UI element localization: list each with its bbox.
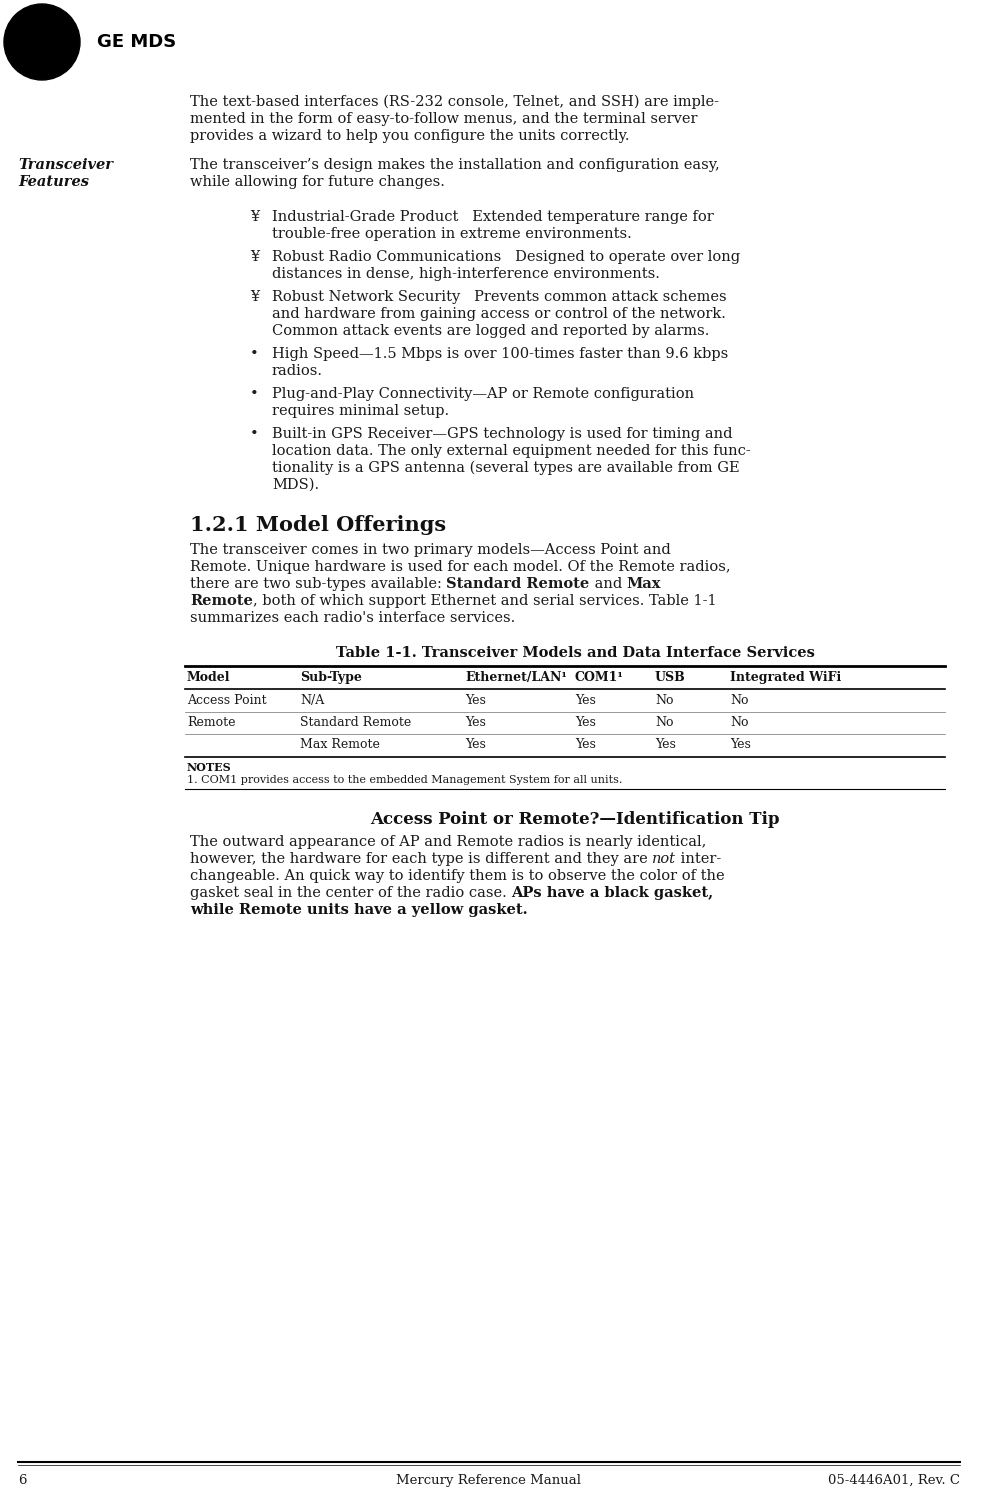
Text: Table 1-1. Transceiver Models and Data Interface Services: Table 1-1. Transceiver Models and Data I… [336,645,814,660]
Text: gasket seal in the center of the radio case.: gasket seal in the center of the radio c… [190,886,512,901]
Text: Sub-Type: Sub-Type [300,671,362,684]
Circle shape [22,23,62,62]
Text: Max: Max [627,576,661,591]
Text: COM1¹: COM1¹ [575,671,624,684]
Text: 05-4446A01, Rev. C: 05-4446A01, Rev. C [828,1474,960,1487]
Text: 6: 6 [18,1474,27,1487]
Text: Yes: Yes [465,716,486,729]
Text: Plug-and-Play Connectivity—AP or Remote configuration: Plug-and-Play Connectivity—AP or Remote … [272,387,694,401]
Text: •: • [250,347,258,362]
Text: Robust Radio Communications   Designed to operate over long: Robust Radio Communications Designed to … [272,251,740,264]
Text: Ethernet/LAN¹: Ethernet/LAN¹ [465,671,567,684]
Text: Yes: Yes [465,738,486,750]
Text: MDS).: MDS). [272,477,319,492]
Text: Max Remote: Max Remote [300,738,380,750]
Text: Remote: Remote [187,716,236,729]
Text: No: No [655,693,674,707]
Text: ¥: ¥ [250,290,259,305]
Text: APs have a black gasket,: APs have a black gasket, [512,886,714,901]
Text: The transceiver’s design makes the installation and configuration easy,: The transceiver’s design makes the insta… [190,158,720,173]
Circle shape [9,9,75,75]
Text: ¥: ¥ [250,210,259,224]
Text: No: No [730,693,748,707]
Text: Yes: Yes [575,716,596,729]
Text: provides a wizard to help you configure the units correctly.: provides a wizard to help you configure … [190,129,629,143]
Text: , both of which support Ethernet and serial services. Table 1-1: , both of which support Ethernet and ser… [253,594,717,608]
Text: mented in the form of easy-to-follow menus, and the terminal server: mented in the form of easy-to-follow men… [190,113,697,126]
Circle shape [28,29,56,56]
Text: not: not [652,853,677,866]
Text: No: No [730,716,748,729]
Text: 1.2.1 Model Offerings: 1.2.1 Model Offerings [190,515,446,534]
Text: Yes: Yes [465,693,486,707]
Text: while Remote units have a yellow gasket.: while Remote units have a yellow gasket. [190,904,527,917]
Text: Remote: Remote [190,594,253,608]
Text: Features: Features [18,176,89,189]
Text: changeable. An quick way to identify them is to observe the color of the: changeable. An quick way to identify the… [190,869,725,883]
Text: No: No [655,716,674,729]
Text: tionality is a GPS antenna (several types are available from GE: tionality is a GPS antenna (several type… [272,461,739,476]
Text: location data. The only external equipment needed for this func-: location data. The only external equipme… [272,444,751,458]
Text: Yes: Yes [575,693,596,707]
Text: Yes: Yes [655,738,676,750]
Text: N/A: N/A [300,693,324,707]
Text: •: • [250,387,258,401]
Circle shape [4,5,80,80]
Text: trouble-free operation in extreme environments.: trouble-free operation in extreme enviro… [272,227,631,242]
Text: Common attack events are logged and reported by alarms.: Common attack events are logged and repo… [272,324,709,338]
Text: 1. COM1 provides access to the embedded Management System for all units.: 1. COM1 provides access to the embedded … [187,775,623,785]
Text: Industrial-Grade Product   Extended temperature range for: Industrial-Grade Product Extended temper… [272,210,714,224]
Text: The outward appearance of AP and Remote radios is nearly identical,: The outward appearance of AP and Remote … [190,835,706,850]
Text: GE MDS: GE MDS [97,33,176,51]
Text: Standard Remote: Standard Remote [447,576,590,591]
Text: Access Point or Remote?—Identification Tip: Access Point or Remote?—Identification T… [370,811,780,829]
Text: Yes: Yes [730,738,751,750]
Circle shape [12,12,72,72]
Text: Remote. Unique hardware is used for each model. Of the Remote radios,: Remote. Unique hardware is used for each… [190,560,731,573]
Text: inter-: inter- [677,853,722,866]
Text: and hardware from gaining access or control of the network.: and hardware from gaining access or cont… [272,308,726,321]
Text: Yes: Yes [575,738,596,750]
Text: Robust Network Security   Prevents common attack schemes: Robust Network Security Prevents common … [272,290,727,305]
Text: The text-based interfaces (RS-232 console, Telnet, and SSH) are imple-: The text-based interfaces (RS-232 consol… [190,95,719,110]
Text: distances in dense, high-interference environments.: distances in dense, high-interference en… [272,267,660,281]
Text: radios.: radios. [272,365,323,378]
Text: ¥: ¥ [250,251,259,264]
Text: while allowing for future changes.: while allowing for future changes. [190,176,445,189]
Text: however, the hardware for each type is different and they are: however, the hardware for each type is d… [190,853,652,866]
Text: NOTES: NOTES [187,763,232,773]
Text: Model: Model [187,671,231,684]
Text: and: and [590,576,627,591]
Text: requires minimal setup.: requires minimal setup. [272,404,449,417]
Text: Standard Remote: Standard Remote [300,716,411,729]
Text: summarizes each radio's interface services.: summarizes each radio's interface servic… [190,611,516,624]
Text: High Speed—1.5 Mbps is over 100-times faster than 9.6 kbps: High Speed—1.5 Mbps is over 100-times fa… [272,347,729,362]
Text: there are two sub-types available:: there are two sub-types available: [190,576,447,591]
Text: GE: GE [27,33,57,51]
Text: USB: USB [655,671,685,684]
Text: Access Point: Access Point [187,693,267,707]
Text: Integrated WiFi: Integrated WiFi [730,671,842,684]
Text: •: • [250,426,258,441]
Text: Transceiver: Transceiver [18,158,113,173]
Text: Mercury Reference Manual: Mercury Reference Manual [397,1474,581,1487]
Circle shape [18,18,66,66]
Text: Built-in GPS Receiver—GPS technology is used for timing and: Built-in GPS Receiver—GPS technology is … [272,426,733,441]
Text: The transceiver comes in two primary models—Access Point and: The transceiver comes in two primary mod… [190,543,671,557]
